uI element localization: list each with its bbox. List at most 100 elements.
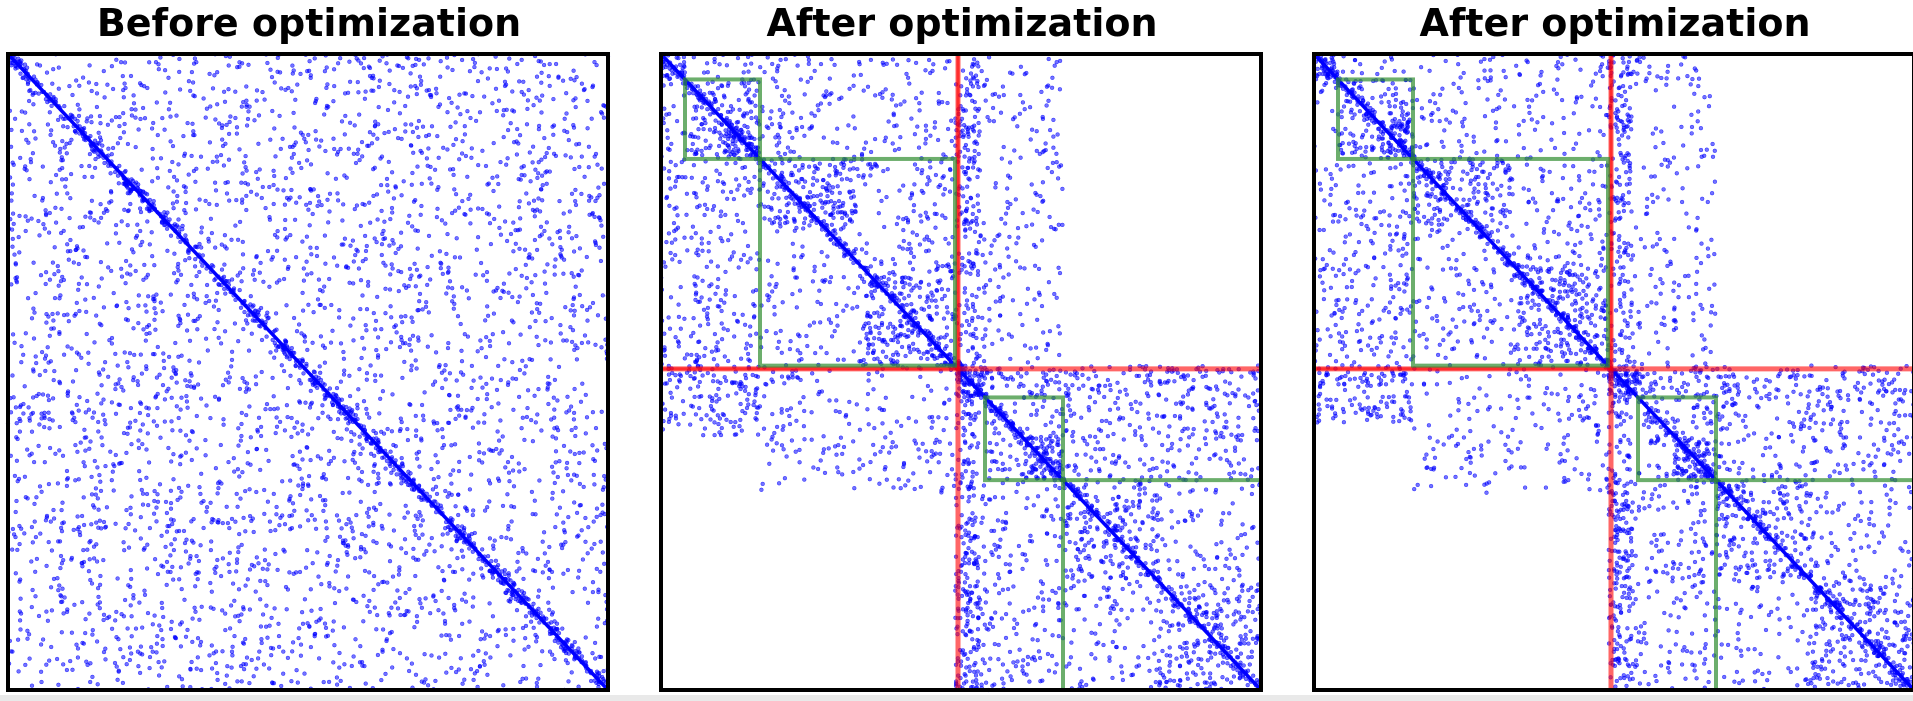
scatter-point [347, 373, 352, 378]
scatter-point [137, 81, 143, 86]
scatter-point [455, 105, 460, 110]
scatter-point [798, 77, 803, 82]
scatter-point [818, 61, 824, 67]
scatter-point [77, 107, 82, 112]
scatter-point [193, 179, 198, 184]
scatter-point [902, 99, 907, 104]
scatter-point [352, 460, 358, 465]
scatter-point [476, 162, 481, 168]
scatter-point [44, 662, 49, 667]
scatter-point [337, 534, 343, 539]
scatter-point [179, 395, 184, 400]
scatter-point [383, 671, 388, 677]
scatter-point [39, 411, 44, 416]
scatter-point [991, 119, 997, 124]
scatter-point [360, 293, 365, 298]
scatter-point [1057, 270, 1063, 276]
scatter-point [222, 262, 227, 267]
scatter-point [346, 544, 351, 549]
scatter-point [515, 559, 520, 564]
scatter-point [103, 524, 109, 529]
scatter-point [194, 553, 199, 559]
scatter-point [140, 441, 145, 447]
scatter-point [215, 670, 220, 676]
scatter-point [255, 429, 260, 434]
scatter-point [52, 143, 58, 148]
scatter-point [246, 348, 252, 353]
scatter-point [468, 115, 473, 121]
scatter-point [76, 287, 81, 292]
scatter-point [892, 285, 897, 290]
scatter-point [102, 418, 107, 423]
scatter-point [395, 588, 400, 593]
scatter-point [63, 184, 68, 189]
scatter-point [923, 68, 928, 73]
scatter-point [429, 124, 435, 129]
scatter-point [377, 58, 382, 63]
diagonal-point [51, 94, 56, 100]
scatter-point [95, 465, 100, 470]
scatter-point [358, 547, 364, 552]
scatter-point [227, 375, 232, 380]
scatter-point [448, 124, 453, 129]
scatter-point [109, 268, 114, 274]
scatter-point [284, 195, 290, 201]
scatter-point [464, 407, 470, 413]
scatter-point [315, 297, 321, 302]
scatter-point [425, 344, 430, 349]
scatter-point [208, 415, 213, 421]
scatter-point [673, 335, 678, 340]
scatter-point [409, 122, 414, 127]
scatter-point [880, 339, 885, 344]
scatter-point [898, 135, 903, 140]
scatter-point [378, 501, 383, 507]
scatter-point [257, 649, 262, 654]
scatter-point [94, 559, 100, 564]
diagonal-point [549, 620, 554, 625]
scatter-point [577, 450, 582, 456]
scatter-point [420, 307, 425, 312]
scatter-point [101, 612, 107, 617]
scatter-point [413, 197, 418, 203]
scatter-point [405, 94, 411, 99]
scatter-point [692, 281, 697, 287]
scatter-point [259, 195, 264, 201]
scatter-point [118, 60, 124, 65]
scatter-point [403, 503, 408, 508]
scatter-point [429, 653, 434, 658]
scatter-point [119, 266, 124, 271]
scatter-point [209, 539, 214, 544]
scatter-point [1020, 210, 1025, 216]
scatter-point [460, 567, 465, 572]
scatter-point [666, 231, 672, 236]
scatter-point [176, 323, 181, 329]
scatter-point [19, 109, 24, 114]
scatter-point [278, 146, 283, 152]
diagonal-point [73, 130, 79, 135]
scatter-point [55, 117, 61, 123]
scatter-point [387, 68, 392, 73]
scatter-point [183, 258, 188, 263]
scatter-point [304, 259, 309, 264]
scatter-point [190, 616, 195, 621]
scatter-point [338, 379, 344, 384]
scatter-point [331, 255, 337, 260]
scatter-point [361, 346, 367, 351]
scatter-point [576, 141, 582, 147]
scatter-point [876, 336, 882, 342]
scatter-point [964, 76, 969, 81]
scatter-point [85, 398, 90, 404]
diagonal-point [323, 395, 328, 400]
scatter-point [546, 374, 551, 380]
scatter-point [409, 182, 414, 187]
scatter-point [465, 109, 470, 114]
scatter-point [70, 411, 75, 416]
scatter-point [341, 349, 346, 355]
scatter-point [311, 310, 316, 315]
scatter-point [247, 567, 253, 572]
diagonal-point [577, 650, 582, 655]
scatter-point [204, 505, 210, 510]
scatter-point [174, 199, 180, 204]
scatter-point [58, 293, 63, 298]
scatter-point [557, 505, 563, 510]
